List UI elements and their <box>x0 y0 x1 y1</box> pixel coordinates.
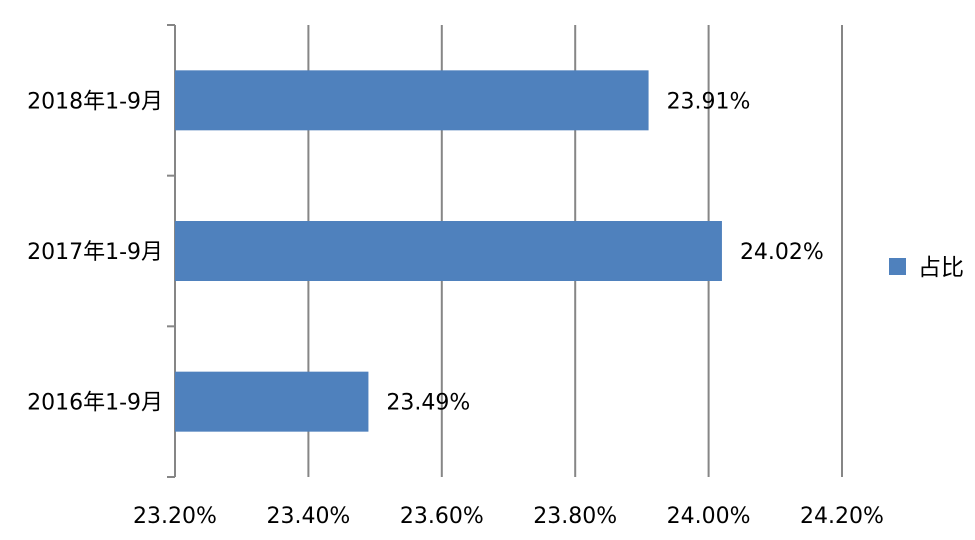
legend-label: 占比 <box>918 255 964 281</box>
data-label-1: 24.02% <box>740 240 824 265</box>
data-label-2: 23.49% <box>386 391 470 416</box>
category-labels: 2018年1-9月 2017年1-9月 2016年1-9月 <box>27 89 163 415</box>
x-tick-label-0: 23.20% <box>133 504 217 529</box>
x-tick-label-3: 23.80% <box>533 504 617 529</box>
bar-1 <box>175 221 722 281</box>
data-label-0: 23.91% <box>667 89 751 114</box>
x-tick-labels: 23.20% 23.40% 23.60% 23.80% 24.00% 24.20% <box>133 504 884 529</box>
legend: 占比 <box>889 255 964 281</box>
x-tick-label-4: 24.00% <box>667 504 751 529</box>
category-label-1: 2017年1-9月 <box>27 240 163 265</box>
bar-2 <box>175 371 369 432</box>
category-label-0: 2018年1-9月 <box>27 89 163 114</box>
data-labels: 23.91% 24.02% 23.49% <box>386 89 823 415</box>
category-label-2: 2016年1-9月 <box>27 391 163 416</box>
bars <box>175 70 722 432</box>
category-axis <box>167 24 176 478</box>
x-tick-label-2: 23.60% <box>400 504 484 529</box>
legend-swatch <box>889 258 906 275</box>
bar-0 <box>175 70 649 131</box>
x-tick-label-1: 23.40% <box>266 504 350 529</box>
x-tick-label-5: 24.20% <box>800 504 884 529</box>
